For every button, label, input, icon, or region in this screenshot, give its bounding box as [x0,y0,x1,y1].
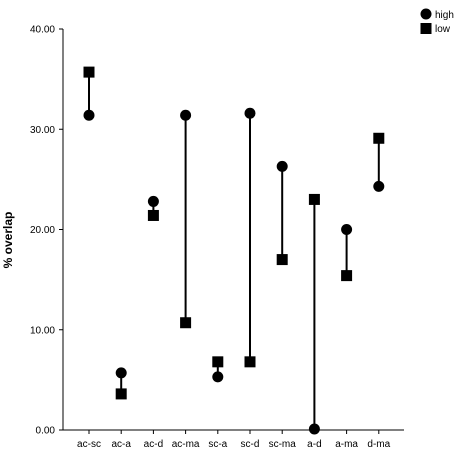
high-point [212,371,224,383]
low-point [115,388,127,400]
x-axis: ac-sc ac-a ac-d ac-ma sc-a sc-d sc-ma a-d a-ma d-… [63,429,404,450]
x-tick-label: ac-sc [77,439,101,450]
legend-high-circle-icon [420,8,432,20]
y-tick-label: 10.00 [30,325,55,336]
low-point [308,193,320,205]
high-point [373,180,385,192]
high-point [115,367,127,379]
high-point [276,160,288,172]
x-tick-label: ac-d [144,439,163,450]
y-tick-label: 30.00 [30,125,55,136]
x-tick-label: a-d [307,439,321,450]
x-tick-label: d-ma [367,439,390,450]
legend: high low [420,8,454,35]
high-series [83,107,385,435]
low-point [212,356,224,368]
low-point [147,209,159,221]
high-point [83,109,95,121]
x-tick-label: sc-a [208,439,227,450]
y-axis-label: % overlap [1,212,15,269]
x-tick-label: sc-d [241,439,260,450]
high-point [244,107,256,119]
low-point [180,317,192,329]
low-point [244,356,256,368]
y-tick-label: 40.00 [30,25,55,36]
x-tick-label: ac-a [111,439,131,450]
connector-lines [88,72,380,429]
legend-low-square-icon [420,23,432,34]
x-tick-label: ac-ma [172,439,200,450]
legend-low-label: low [435,24,451,35]
x-tick-label: a-ma [335,439,358,450]
high-point [341,224,353,235]
legend-high-label: high [435,10,454,21]
low-point [276,254,288,266]
high-point [308,423,320,435]
low-point [373,132,385,144]
low-point [341,270,353,282]
y-tick-label: 20.00 [30,225,55,236]
high-point [147,195,159,207]
low-series [83,66,385,400]
y-tick-label: 0.00 [36,426,56,437]
high-point [180,109,192,121]
y-axis: 0.00 10.00 20.00 30.00 40.00 [30,25,64,437]
x-tick-label: sc-ma [269,439,297,450]
low-point [83,66,95,78]
